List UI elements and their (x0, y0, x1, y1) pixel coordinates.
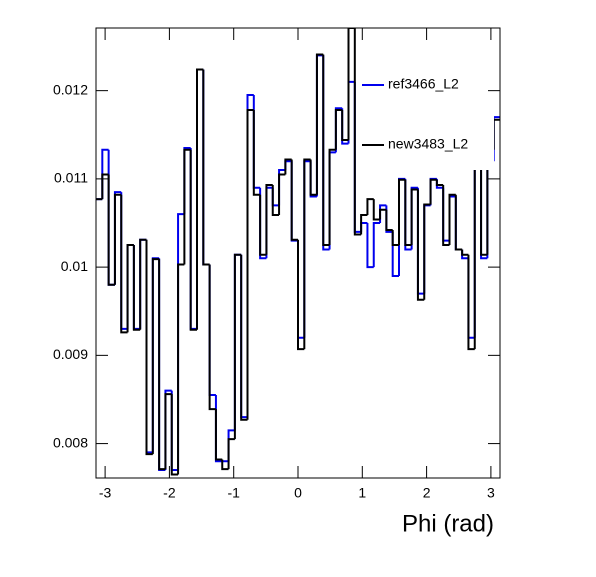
histogram-step (315, 53, 324, 195)
y-tick-label: 0.012 (53, 81, 88, 97)
histogram-step (328, 148, 336, 246)
histogram-step (177, 263, 185, 475)
histogram-step (113, 193, 122, 285)
x-tick-label: 1 (358, 485, 366, 501)
histogram-step (240, 254, 248, 421)
histogram-step (259, 194, 267, 256)
histogram-step (107, 174, 115, 286)
x-tick-label: -2 (163, 485, 176, 501)
legend: ref3466_L2 new3483_L2 (356, 52, 494, 170)
histogram-step (429, 178, 437, 205)
histogram-step (189, 149, 197, 331)
histogram-step (227, 438, 235, 470)
histogram-step (221, 459, 229, 471)
histogram-step (164, 393, 172, 470)
histogram-step (416, 189, 425, 301)
histogram-step (284, 158, 292, 175)
histogram-step (183, 148, 191, 265)
histogram-step (246, 109, 254, 420)
histogram-step (208, 264, 216, 411)
histogram-step (145, 239, 153, 456)
x-tick-label: -1 (227, 485, 240, 501)
x-tick-label: 2 (423, 485, 431, 501)
x-tick-label: -3 (99, 485, 112, 501)
histogram-step (410, 188, 418, 246)
histogram-step (366, 223, 374, 269)
y-tick-label: 0.01 (61, 258, 88, 274)
histogram-step (379, 208, 387, 220)
histogram-step (290, 159, 298, 241)
histogram-step (309, 159, 317, 196)
histogram-step (366, 198, 374, 216)
histogram-step (170, 394, 179, 476)
x-axis-label: Phi (rad) (402, 510, 494, 537)
histogram-step (252, 110, 261, 196)
histogram-step (297, 239, 305, 351)
histogram-step (101, 173, 109, 200)
histogram-step (334, 109, 343, 150)
histogram-step (391, 231, 399, 277)
histogram-step (391, 230, 399, 247)
histogram-step (454, 194, 463, 251)
histogram-step (233, 253, 242, 440)
histogram-step (442, 185, 450, 247)
histogram-step (303, 158, 311, 350)
histogram-step (202, 69, 210, 266)
histogram-step (126, 244, 134, 333)
legend-label: ref3466_L2 (388, 76, 459, 92)
y-tick-label: 0.011 (54, 170, 88, 186)
histogram-step (139, 238, 147, 330)
histogram-step (385, 209, 393, 232)
histogram-step (448, 193, 456, 246)
plot-area (96, 28, 500, 476)
histogram-step (404, 179, 412, 247)
legend-box (356, 52, 494, 170)
x-tick-label: 3 (487, 485, 495, 501)
histogram-step (196, 68, 204, 330)
y-tick-label: 0.008 (53, 434, 88, 450)
histogram-step (341, 110, 349, 142)
histogram-step (360, 214, 368, 235)
histogram-step (353, 28, 362, 236)
y-tick-label: 0.009 (53, 346, 88, 362)
histogram-step (347, 28, 355, 141)
histogram-step (435, 179, 444, 187)
histogram-step (120, 194, 128, 334)
histogram-step (132, 245, 141, 331)
histogram-step (151, 258, 160, 455)
histogram-step (271, 185, 280, 217)
histogram-step (265, 184, 273, 255)
legend-label: new3483_L2 (388, 136, 468, 152)
histogram-step (461, 249, 469, 256)
histogram-step (322, 54, 330, 247)
histogram-step (372, 222, 381, 268)
histogram-step (398, 178, 406, 246)
histogram-step (423, 203, 431, 300)
histogram-step (278, 173, 286, 216)
histogram-step (372, 199, 381, 221)
x-tick-label: 0 (294, 485, 302, 501)
histogram-step (158, 259, 166, 471)
histogram-step (467, 254, 475, 351)
histogram-step (214, 409, 223, 461)
